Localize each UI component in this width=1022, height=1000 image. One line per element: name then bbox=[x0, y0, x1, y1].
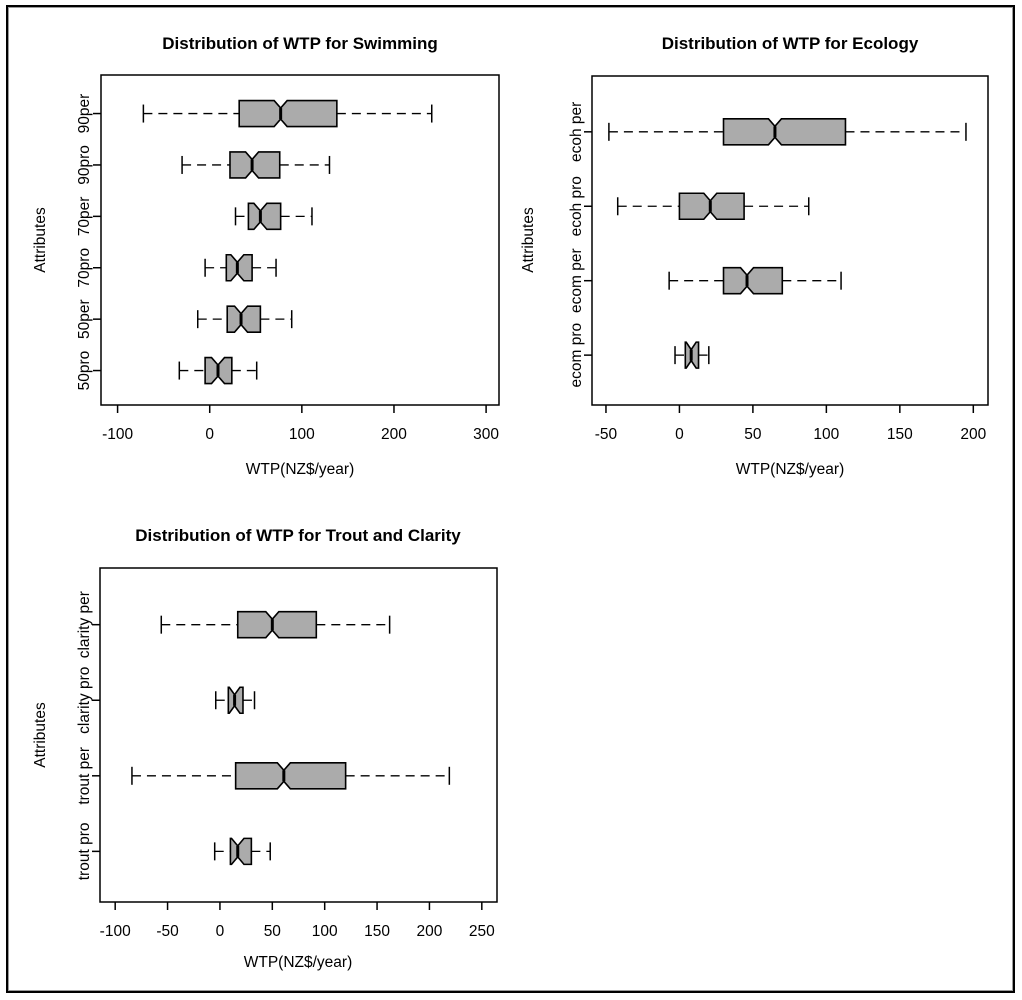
x-tick-label: 150 bbox=[364, 923, 390, 940]
category-label: 70per bbox=[76, 197, 93, 237]
box-body bbox=[229, 837, 253, 866]
x-tick-label: 200 bbox=[416, 923, 442, 940]
box-body bbox=[225, 253, 253, 282]
x-tick-label: 0 bbox=[216, 923, 225, 940]
chart-title-swimming: Distribution of WTP for Swimming bbox=[162, 34, 437, 53]
x-tick-label: 50 bbox=[264, 923, 282, 940]
x-tick-label: 150 bbox=[887, 426, 913, 443]
category-label: 90per bbox=[76, 94, 93, 134]
x-axis-label-trout-clarity: WTP(NZ$/year) bbox=[244, 954, 353, 971]
x-tick-label: 200 bbox=[960, 426, 986, 443]
category-label: ecom per bbox=[568, 248, 585, 313]
x-tick-label: 50 bbox=[744, 426, 762, 443]
box-body bbox=[234, 762, 347, 790]
x-tick-label: 0 bbox=[675, 426, 684, 443]
y-axis-label-swimming: Attributes bbox=[32, 207, 49, 273]
x-axis-label-ecology: WTP(NZ$/year) bbox=[736, 461, 845, 478]
plot-border bbox=[100, 74, 500, 406]
x-tick-label: 250 bbox=[469, 923, 495, 940]
x-tick-label: 100 bbox=[813, 426, 839, 443]
category-label: ecoh per bbox=[568, 102, 585, 162]
category-label: 50per bbox=[76, 299, 93, 339]
category-label: trout pro bbox=[76, 823, 93, 881]
category-label: 50pro bbox=[76, 351, 93, 391]
category-label: 70pro bbox=[76, 248, 93, 288]
box-body bbox=[722, 118, 847, 146]
y-axis-label-ecology: Attributes bbox=[520, 207, 537, 273]
x-tick-label: -100 bbox=[100, 923, 131, 940]
category-label: clarity pro bbox=[76, 667, 93, 734]
box-body bbox=[722, 266, 784, 295]
category-label: ecom pro bbox=[568, 323, 585, 388]
category-label: 90pro bbox=[76, 145, 93, 185]
x-tick-label: 100 bbox=[312, 923, 338, 940]
box-body bbox=[247, 202, 282, 231]
box-body bbox=[238, 99, 338, 128]
y-axis-label-trout-clarity: Attributes bbox=[32, 702, 49, 768]
x-axis-label-swimming: WTP(NZ$/year) bbox=[246, 461, 355, 478]
x-tick-label: 100 bbox=[289, 426, 315, 443]
x-tick-label: 200 bbox=[381, 426, 407, 443]
category-label: clarity per bbox=[76, 591, 93, 658]
category-label: trout per bbox=[76, 747, 93, 805]
box-body bbox=[226, 305, 262, 333]
box-body bbox=[229, 151, 281, 179]
plot-border bbox=[99, 567, 498, 903]
outer-frame bbox=[6, 5, 1015, 993]
box-body bbox=[236, 610, 318, 639]
chart-title-trout-clarity: Distribution of WTP for Trout and Clarit… bbox=[135, 526, 461, 545]
category-label: ecoh pro bbox=[568, 176, 585, 236]
plots-group: -100 0 100 200 300 50pro 50per 70pro 70per 90pro 9… bbox=[76, 74, 989, 940]
x-tick-label: -50 bbox=[156, 923, 179, 940]
x-tick-label: 300 bbox=[473, 426, 499, 443]
plot-border bbox=[591, 75, 989, 406]
x-tick-label: 0 bbox=[205, 426, 214, 443]
chart-title-ecology: Distribution of WTP for Ecology bbox=[662, 34, 919, 53]
x-tick-label: -50 bbox=[595, 426, 618, 443]
x-tick-label: -100 bbox=[102, 426, 133, 443]
